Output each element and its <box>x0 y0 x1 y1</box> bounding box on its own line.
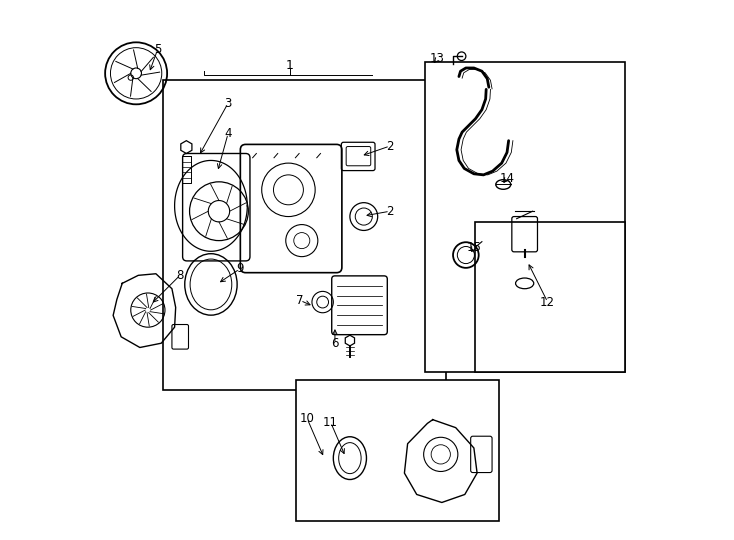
Text: 14: 14 <box>500 172 515 185</box>
Text: 9: 9 <box>236 262 244 275</box>
Text: 10: 10 <box>299 412 315 425</box>
Text: 7: 7 <box>297 294 304 307</box>
Text: 3: 3 <box>225 97 232 110</box>
Bar <box>475 222 625 372</box>
Text: 11: 11 <box>323 416 338 429</box>
Bar <box>425 62 625 372</box>
Text: 2: 2 <box>386 205 393 218</box>
Bar <box>296 380 499 521</box>
Text: 4: 4 <box>225 127 232 140</box>
Text: 6: 6 <box>331 338 338 350</box>
Text: 13: 13 <box>430 52 445 65</box>
Text: 12: 12 <box>540 295 555 308</box>
Text: 8: 8 <box>176 269 184 282</box>
Text: 15: 15 <box>466 240 482 253</box>
Text: 2: 2 <box>386 139 393 152</box>
Text: 5: 5 <box>154 43 161 56</box>
Bar <box>163 80 446 390</box>
Text: 1: 1 <box>286 59 294 72</box>
